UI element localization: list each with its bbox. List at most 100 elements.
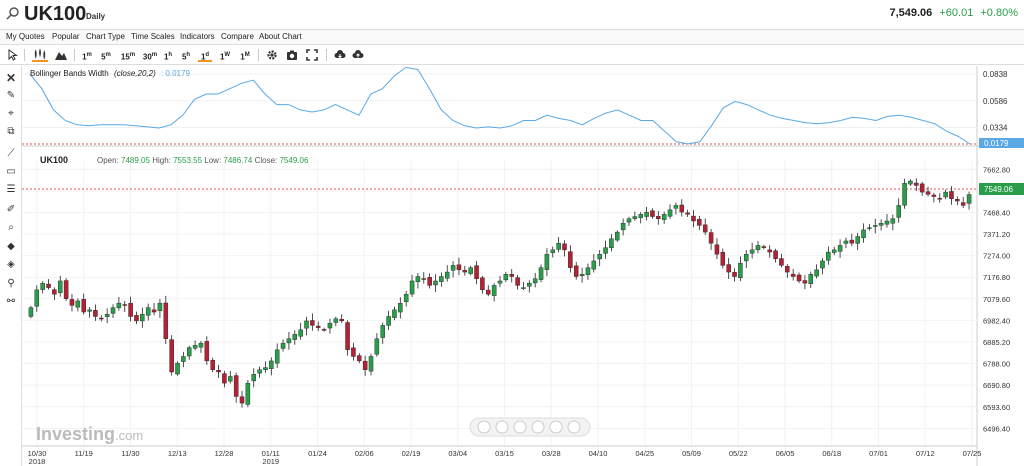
chart-area[interactable]: Bollinger Bands Width (close,20,2) : 0.0… — [22, 66, 1024, 466]
toolbar-separator — [74, 49, 75, 61]
candle-body — [333, 318, 339, 323]
candle-body — [785, 266, 790, 273]
timeframe-30m[interactable]: 30m — [142, 52, 158, 62]
fullscreen-icon[interactable] — [306, 49, 318, 61]
candle-body — [169, 339, 174, 373]
timeframe-5h[interactable]: 5h — [181, 52, 191, 62]
menu-indicators[interactable]: Indicators — [180, 32, 215, 41]
candle-body — [667, 209, 673, 217]
time-axis-tick: 05/09 — [682, 449, 701, 458]
magnet-icon[interactable]: ⌕ — [8, 222, 14, 233]
candlestick-type-icon[interactable] — [32, 48, 48, 62]
fill-icon[interactable]: ◆ — [7, 241, 15, 252]
candle-body — [110, 307, 116, 314]
candle-body — [122, 304, 127, 306]
scroll-end-icon[interactable] — [567, 420, 581, 434]
candle-body — [937, 198, 943, 200]
menu-popular[interactable]: Popular — [52, 32, 80, 41]
candle-body — [104, 314, 110, 317]
candle-body — [497, 280, 503, 284]
time-axis-tick: 06/18 — [822, 449, 841, 458]
gear-icon[interactable] — [266, 49, 278, 61]
rectangle-icon[interactable]: ▭ — [6, 166, 16, 177]
timeframe-1w[interactable]: 1W — [219, 52, 231, 62]
time-axis-tick: 07/12 — [916, 449, 935, 458]
candle-body — [744, 254, 749, 262]
copy-icon[interactable]: ⧉ — [7, 126, 15, 137]
candle-body — [327, 322, 333, 329]
timeframe-1d[interactable]: 1d — [198, 48, 212, 62]
candle-body — [949, 191, 954, 199]
time-axis-tick: 07/25 — [963, 449, 982, 458]
timeframe-15m[interactable]: 15m — [120, 52, 136, 62]
node-alt-icon[interactable]: ⚯ — [6, 296, 16, 307]
chart-header: UK100 Daily 7,549.06 +60.01 +0.80% — [0, 0, 1024, 28]
scroll-left-icon[interactable] — [477, 420, 491, 434]
candle-body — [556, 242, 561, 250]
indicator-value-tag-text: 0.0179 — [984, 139, 1009, 148]
candle-body — [63, 280, 69, 299]
close-icon[interactable]: ✕ — [5, 71, 17, 85]
candle-body — [908, 180, 913, 185]
candle-body — [685, 212, 690, 215]
candle-body — [198, 342, 204, 348]
brush-icon[interactable]: ✐ — [6, 204, 16, 215]
reset-icon[interactable] — [531, 420, 545, 434]
candle-body — [820, 260, 825, 269]
price-axis-tick: 6690.80 — [983, 381, 1010, 390]
candle-body — [374, 338, 380, 355]
search-icon[interactable] — [6, 6, 20, 20]
candle-body — [392, 309, 397, 318]
menu-chart-type[interactable]: Chart Type — [86, 32, 125, 41]
zoom-in-icon[interactable] — [549, 420, 563, 434]
candle-body — [861, 229, 866, 239]
candle-body — [233, 375, 239, 397]
watermark-logo: Investing.com — [36, 424, 143, 444]
candle-body — [808, 274, 814, 285]
candle-body — [292, 334, 298, 340]
cursor-icon[interactable] — [8, 49, 18, 61]
node-icon[interactable]: ⚲ — [7, 278, 15, 289]
toolbar-separator — [24, 49, 25, 61]
candle-body — [415, 276, 421, 283]
time-axis-tick: 04/25 — [635, 449, 654, 458]
candle-body — [163, 302, 169, 339]
menu-compare[interactable]: Compare — [221, 32, 254, 41]
menu-my-quotes[interactable]: My Quotes — [6, 32, 45, 41]
line-icon[interactable]: ⟋ — [7, 148, 15, 159]
candle-body — [691, 215, 696, 222]
timeframe-5m[interactable]: 5m — [101, 52, 111, 62]
scroll-right-icon[interactable] — [495, 420, 509, 434]
candle-body — [28, 307, 34, 317]
price-tag-text: 7549.06 — [984, 185, 1013, 194]
candle-body — [274, 349, 280, 364]
pencil-icon[interactable]: ✎ — [6, 90, 16, 101]
candle-body — [966, 194, 972, 204]
target-icon[interactable]: ⌖ — [8, 108, 14, 119]
price-axis-tick: 7274.00 — [983, 252, 1010, 261]
fib-icon[interactable]: ☰ — [6, 184, 16, 195]
menu-bar: My Quotes Popular Chart Type Time Scales… — [0, 29, 1024, 45]
zoom-out-icon[interactable] — [513, 420, 527, 434]
timeframe-1h[interactable]: 1h — [163, 52, 173, 62]
menu-about-chart[interactable]: About Chart — [259, 32, 302, 41]
timeframe-1m[interactable]: 1m — [82, 52, 92, 62]
candle-body — [491, 285, 497, 296]
fill-alt-icon[interactable]: ◈ — [7, 259, 15, 270]
price-axis-tick: 6496.40 — [983, 424, 1010, 433]
candle-body — [486, 289, 491, 295]
candle-body — [286, 338, 292, 344]
timeframe-1mo[interactable]: 1M — [240, 52, 250, 62]
candle-body — [81, 298, 86, 313]
candle-body — [562, 243, 567, 251]
cloud-download-icon[interactable] — [334, 49, 346, 61]
camera-icon[interactable] — [286, 49, 298, 61]
menu-time-scales[interactable]: Time Scales — [131, 32, 175, 41]
candle-body — [568, 251, 573, 268]
change-abs: +60.01 — [939, 7, 974, 19]
candle-body — [515, 277, 520, 286]
candle-body — [831, 249, 837, 253]
mountain-type-icon[interactable] — [54, 48, 68, 62]
cloud-upload-icon[interactable] — [352, 49, 364, 61]
